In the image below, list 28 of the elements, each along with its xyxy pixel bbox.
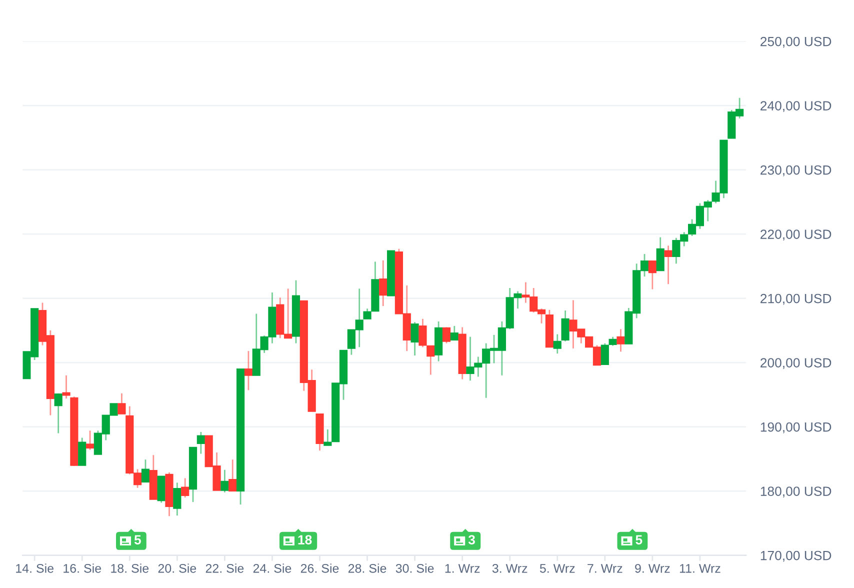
- y-tick-label: 250,00 USD: [760, 36, 832, 48]
- x-tick-label: 14. Sie: [16, 564, 54, 573]
- x-tick-label: 26. Sie: [300, 564, 339, 573]
- x-tick-label: 28. Sie: [348, 564, 386, 573]
- x-tick-label: 18. Sie: [111, 564, 149, 573]
- y-tick-label: 230,00 USD: [760, 165, 832, 176]
- x-tick-label: 16. Sie: [64, 564, 102, 573]
- x-tick-label: 1. Wrz: [445, 564, 480, 573]
- annotation: 5: [134, 535, 141, 544]
- y-tick-label: 200,00 USD: [760, 358, 832, 370]
- y-tick-label: 180,00 USD: [760, 486, 832, 498]
- annotation: 3: [468, 535, 475, 544]
- x-tick-label: 20. Sie: [158, 564, 196, 573]
- x-tick-label: 7. Wrz: [588, 564, 622, 573]
- x-tick-label: 30. Sie: [396, 564, 434, 573]
- y-tick-label: 210,00 USD: [760, 294, 832, 305]
- annotation: 5: [636, 535, 642, 544]
- x-tick-label: 9. Wrz: [635, 564, 670, 573]
- x-tick-label: 3. Wrz: [492, 564, 528, 573]
- y-tick-label: 190,00 USD: [760, 422, 832, 434]
- y-tick-label: 220,00 USD: [760, 230, 832, 241]
- y-tick-label: 240,00 USD: [760, 101, 832, 112]
- annotation: 18: [298, 535, 312, 544]
- x-tick-label: 5. Wrz: [540, 564, 575, 573]
- x-tick-label: 24. Sie: [253, 564, 292, 573]
- x-tick-label: 11. Wrz: [680, 564, 720, 573]
- x-tick-label: 22. Sie: [206, 564, 244, 573]
- y-tick-label: 170,00 USD: [760, 550, 832, 562]
